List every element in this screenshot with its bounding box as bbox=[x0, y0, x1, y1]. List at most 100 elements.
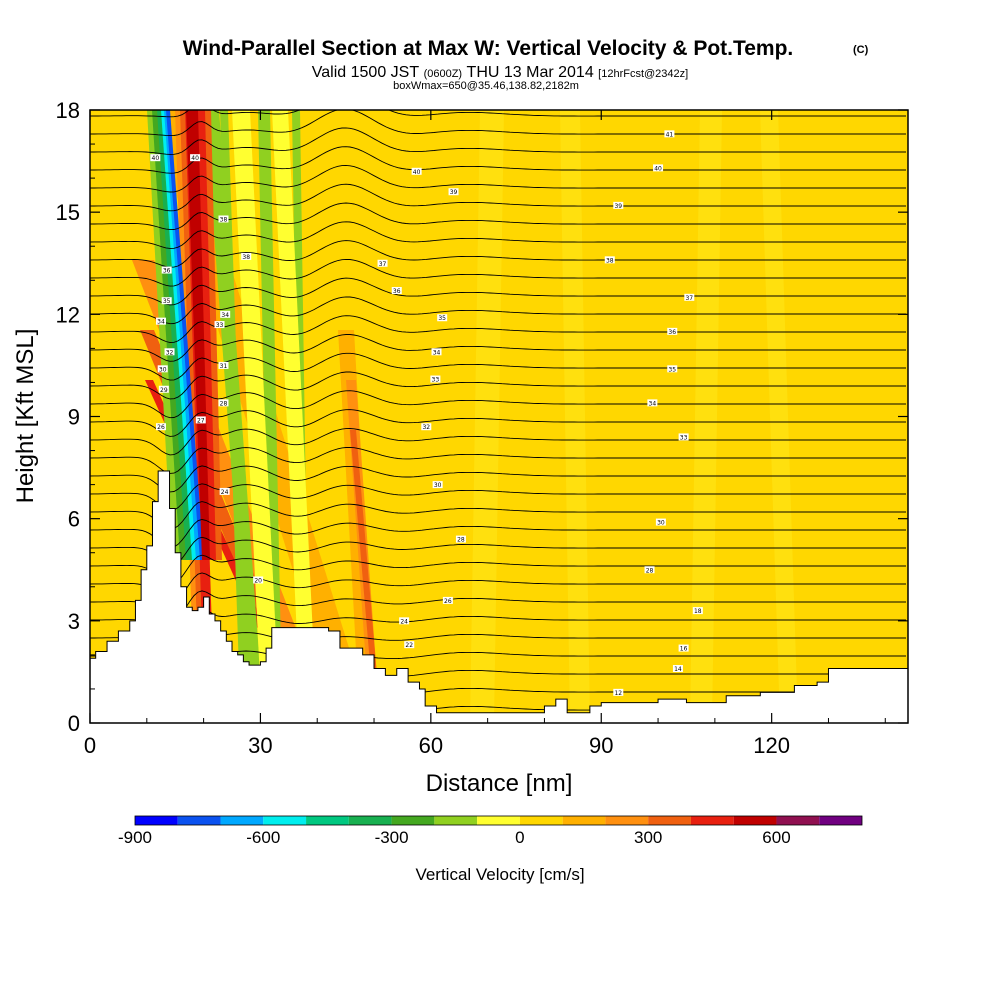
colorbar-tick-label: 300 bbox=[634, 828, 662, 847]
contour-label: 26 bbox=[156, 423, 167, 431]
contour-label: 36 bbox=[667, 327, 678, 336]
colorbar-label: Vertical Velocity [cm/s] bbox=[415, 865, 584, 884]
contour-label-text: 18 bbox=[694, 608, 702, 615]
isentrope bbox=[90, 536, 906, 567]
velocity-band bbox=[690, 110, 722, 722]
contour-label: 27 bbox=[195, 416, 206, 424]
colorbar-swatch bbox=[263, 816, 307, 825]
contour-label: 12 bbox=[613, 688, 624, 697]
isentrope bbox=[90, 240, 906, 268]
contour-label-bg bbox=[664, 130, 675, 138]
isentrope bbox=[90, 164, 906, 193]
contour-label-text: 38 bbox=[220, 216, 228, 223]
contour-label: 37 bbox=[377, 259, 388, 268]
contour-label-text: 38 bbox=[242, 254, 250, 261]
contour-label-bg bbox=[672, 665, 683, 673]
contour-label-bg bbox=[653, 164, 664, 172]
contour-label-text: 40 bbox=[413, 169, 421, 176]
y-tick-label: 18 bbox=[56, 98, 80, 123]
contour-label-bg bbox=[667, 327, 678, 335]
colorbar-tick-label: -300 bbox=[375, 828, 409, 847]
isentrope bbox=[90, 554, 906, 586]
contour-label: 28 bbox=[644, 566, 655, 574]
x-tick-label: 60 bbox=[419, 733, 443, 758]
velocity-band bbox=[220, 110, 248, 700]
contour-label: 14 bbox=[672, 665, 683, 673]
contour-label: 34 bbox=[647, 399, 658, 407]
contour-label: 41 bbox=[664, 130, 675, 138]
contour-label-text: 35 bbox=[438, 315, 446, 322]
contour-label-text: 12 bbox=[614, 690, 622, 697]
isentrope bbox=[90, 572, 906, 604]
velocity-band bbox=[258, 110, 282, 700]
isentrope bbox=[90, 608, 906, 641]
contour-label: 29 bbox=[158, 385, 169, 394]
chart-title-mark: (C) bbox=[853, 44, 869, 56]
isentrope bbox=[90, 296, 906, 325]
contour-label-text: 28 bbox=[646, 567, 654, 574]
contour-label-bg bbox=[692, 607, 703, 615]
x-axis-label: Distance [nm] bbox=[426, 770, 573, 797]
contour-label-bg bbox=[448, 188, 459, 196]
contour-label-text: 36 bbox=[668, 329, 676, 336]
contour-label-bg bbox=[455, 535, 466, 543]
contour-label: 40 bbox=[653, 164, 664, 172]
y-tick-label: 3 bbox=[68, 609, 80, 634]
box-info: boxWmax=650@35.46,138.82,2182m bbox=[393, 80, 579, 92]
contour-label-text: 34 bbox=[221, 312, 229, 319]
contour-label-bg bbox=[678, 644, 689, 652]
contour-label: 32 bbox=[421, 423, 432, 431]
isentrope bbox=[90, 110, 906, 118]
contour-label: 32 bbox=[164, 348, 175, 356]
velocity-band bbox=[232, 110, 280, 720]
contour-label-text: 33 bbox=[432, 377, 440, 384]
contour-label: 30 bbox=[655, 518, 666, 527]
contour-label-bg bbox=[219, 487, 230, 495]
contour-label-bg bbox=[613, 201, 624, 209]
colorbar-swatch bbox=[391, 816, 435, 825]
colorbar-swatch bbox=[306, 816, 349, 825]
subtitle-valid: Valid 1500 JST bbox=[312, 64, 420, 81]
isentrope bbox=[90, 127, 906, 155]
contour-label-text: 33 bbox=[216, 322, 224, 329]
contour-label-text: 39 bbox=[614, 203, 622, 210]
contour-label-bg bbox=[655, 518, 666, 526]
contour-label-text: 37 bbox=[685, 295, 693, 302]
colorbar-tick-label: -600 bbox=[246, 828, 280, 847]
contour-label-text: 40 bbox=[654, 165, 662, 172]
contour-label-text: 36 bbox=[163, 268, 171, 275]
contour-label-text: 26 bbox=[157, 424, 165, 431]
velocity-band bbox=[350, 430, 381, 722]
velocity-band bbox=[470, 110, 504, 722]
contour-label: 30 bbox=[432, 481, 443, 489]
contour-label-text: 26 bbox=[444, 598, 452, 605]
contour-label: 33 bbox=[214, 321, 225, 329]
contour-label-text: 31 bbox=[220, 363, 228, 370]
isentrope bbox=[90, 446, 906, 474]
colorbar-swatch bbox=[348, 816, 392, 825]
contour-label-bg bbox=[647, 399, 658, 407]
y-tick-label: 15 bbox=[56, 200, 80, 225]
contour-label-text: 16 bbox=[680, 646, 688, 653]
contour-label: 26 bbox=[442, 596, 453, 605]
isentrope bbox=[90, 501, 906, 530]
contour-label: 35 bbox=[161, 297, 172, 305]
contour-label: 28 bbox=[455, 535, 466, 544]
contour-label: 31 bbox=[218, 361, 229, 370]
colorbar-swatch bbox=[135, 816, 178, 825]
contour-label-bg bbox=[241, 252, 252, 260]
isentrope bbox=[90, 315, 906, 343]
contour-label-text: 39 bbox=[450, 189, 458, 196]
contour-label: 20 bbox=[253, 576, 264, 584]
velocity-band bbox=[560, 110, 590, 722]
colorbar-tick-label: 600 bbox=[762, 828, 790, 847]
contour-label-text: 34 bbox=[433, 349, 441, 356]
y-tick-label: 6 bbox=[68, 507, 80, 532]
contour-label: 36 bbox=[161, 266, 172, 275]
contour-label-text: 41 bbox=[666, 131, 674, 138]
isentrope bbox=[90, 183, 906, 212]
contour-label-bg bbox=[399, 617, 410, 625]
contour-label-text: 33 bbox=[680, 434, 688, 441]
colorbar-swatch bbox=[776, 816, 820, 825]
y-tick-label: 12 bbox=[56, 302, 80, 327]
